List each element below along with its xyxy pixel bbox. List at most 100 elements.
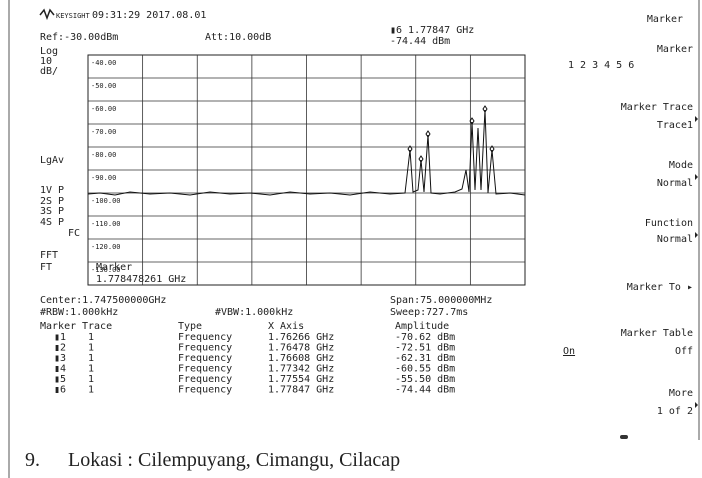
grid-label: -90.00	[91, 174, 116, 182]
side-label: 4S P	[40, 217, 64, 228]
vbw: #VBW:1.000kHz	[215, 307, 293, 318]
softkey-label[interactable]: Marker To ▸	[627, 282, 693, 293]
table-cell: Frequency	[178, 364, 232, 375]
grid-label: -60.00	[91, 105, 116, 113]
table-cell: -55.50 dBm	[395, 374, 455, 385]
softkey-arrow	[695, 116, 698, 122]
grid-label: -120.00	[91, 243, 121, 251]
side-label: Log	[40, 46, 58, 57]
table-cell: -62.31 dBm	[395, 353, 455, 364]
ref: Ref:-30.00dBm	[40, 32, 118, 43]
caption-text: Lokasi : Cilempuyang, Cimangu, Cilacap	[68, 449, 400, 471]
logo: KEYSIGHT	[56, 12, 91, 20]
table-header: Marker	[40, 321, 76, 332]
table-cell: 1	[88, 332, 94, 343]
table-cell: 1.77554 GHz	[268, 374, 334, 385]
active-amplitude: -74.44 dBm	[390, 36, 450, 47]
att: Att:10.00dB	[205, 32, 271, 43]
softkey-arrow	[695, 232, 698, 238]
table-cell: ▮6	[54, 385, 66, 396]
table-cell: 1.77847 GHz	[268, 385, 334, 396]
grid-label: -50.00	[91, 82, 116, 90]
logo-icon	[39, 8, 55, 21]
table-cell: ▮2	[54, 343, 66, 354]
softkey-value: Normal	[657, 234, 693, 245]
softkey-label[interactable]: Marker	[657, 44, 693, 55]
softkey-label[interactable]: Marker Trace	[621, 102, 693, 113]
table-header: X Axis	[268, 321, 304, 332]
active-marker: ▮6 1.77847 GHz	[390, 25, 474, 36]
softkey-value: Trace1	[657, 120, 693, 131]
softkey-label[interactable]: Marker Table	[621, 328, 693, 339]
side-label: FT	[40, 262, 52, 273]
table-cell: ▮1	[54, 332, 66, 343]
sweep: Sweep:727.7ms	[390, 307, 468, 318]
side-label: 10	[40, 56, 52, 67]
table-cell: 1.76608 GHz	[268, 353, 334, 364]
softkey-arrow	[695, 174, 698, 180]
grid-label: -130.00	[91, 266, 121, 274]
side-label: FC	[68, 228, 80, 239]
softkey-value: Normal	[657, 178, 693, 189]
grid: -40.00 -50.00 -60.00 -70.00 -80.00 -90.00 -100…	[88, 55, 525, 285]
table-cell: ▮4	[54, 364, 66, 375]
table-cell: ▮3	[54, 353, 66, 364]
softkey-label[interactable]: More	[669, 388, 693, 399]
softkey-label[interactable]: Function	[645, 218, 693, 229]
softkey-value: 1 2 3 4 5 6	[568, 60, 634, 71]
side-label: LgAv	[40, 155, 64, 166]
softkey-arrow	[695, 402, 698, 408]
side-label: FFT	[40, 250, 58, 261]
side-label: dB/	[40, 66, 58, 77]
table-cell: Frequency	[178, 332, 232, 343]
grid-label: -110.00	[91, 220, 121, 228]
overlay-value: 1.778478261 GHz	[96, 274, 186, 285]
trace	[87, 109, 526, 196]
table-cell: -72.51 dBm	[395, 343, 455, 354]
menu-title: Marker	[647, 14, 683, 25]
table-cell: Frequency	[178, 385, 232, 396]
indicator	[620, 435, 628, 439]
table-cell: 1	[88, 374, 94, 385]
table-cell: Frequency	[178, 353, 232, 364]
graph: -40.00 -50.00 -60.00 -70.00 -80.00 -90.00 -100…	[87, 54, 526, 286]
table-cell: Frequency	[178, 343, 232, 354]
table-cell: 1.77342 GHz	[268, 364, 334, 375]
grid-label: -40.00	[91, 59, 116, 67]
overlay-title: Marker	[96, 262, 132, 273]
table-cell: ▮5	[54, 374, 66, 385]
table-cell: Frequency	[178, 374, 232, 385]
rbw: #RBW:1.000kHz	[40, 307, 118, 318]
side-label: 3S P	[40, 206, 64, 217]
table-cell: 1.76478 GHz	[268, 343, 334, 354]
softkey-on: On	[563, 346, 575, 357]
table-header: Type	[178, 321, 202, 332]
grid-label: -80.00	[91, 151, 116, 159]
table-cell: -74.44 dBm	[395, 385, 455, 396]
grid-label: -70.00	[91, 128, 116, 136]
marker-table: Marker Trace Type X Axis Amplitude ▮1 1 Frequen…	[40, 321, 455, 396]
center: Center:1.747500000GHz	[40, 295, 166, 306]
softkey-menu: Marker Marker 1 2 3 4 5 6 Marker Trace Trace…	[563, 14, 698, 417]
table-cell: 1	[88, 343, 94, 354]
caption-number: 9.	[25, 449, 40, 471]
table-header: Trace	[82, 321, 112, 332]
table-cell: 1	[88, 364, 94, 375]
table-cell: -60.55 dBm	[395, 364, 455, 375]
softkey-value: 1 of 2	[657, 406, 693, 417]
span: Span:75.000000MHz	[390, 295, 492, 306]
table-cell: 1	[88, 353, 94, 364]
table-header: Amplitude	[395, 321, 449, 332]
side-label: 2S P	[40, 196, 64, 207]
softkey-off: Off	[675, 346, 693, 357]
side-label: 1V P	[40, 185, 64, 196]
marker-diamonds	[407, 105, 495, 163]
table-cell: 1	[88, 385, 94, 396]
timestamp: 09:31:29 2017.08.01	[92, 10, 206, 21]
grid-label: -100.00	[91, 197, 121, 205]
table-cell: 1.76266 GHz	[268, 332, 334, 343]
softkey-label[interactable]: Mode	[669, 160, 693, 171]
table-cell: -70.62 dBm	[395, 332, 455, 343]
